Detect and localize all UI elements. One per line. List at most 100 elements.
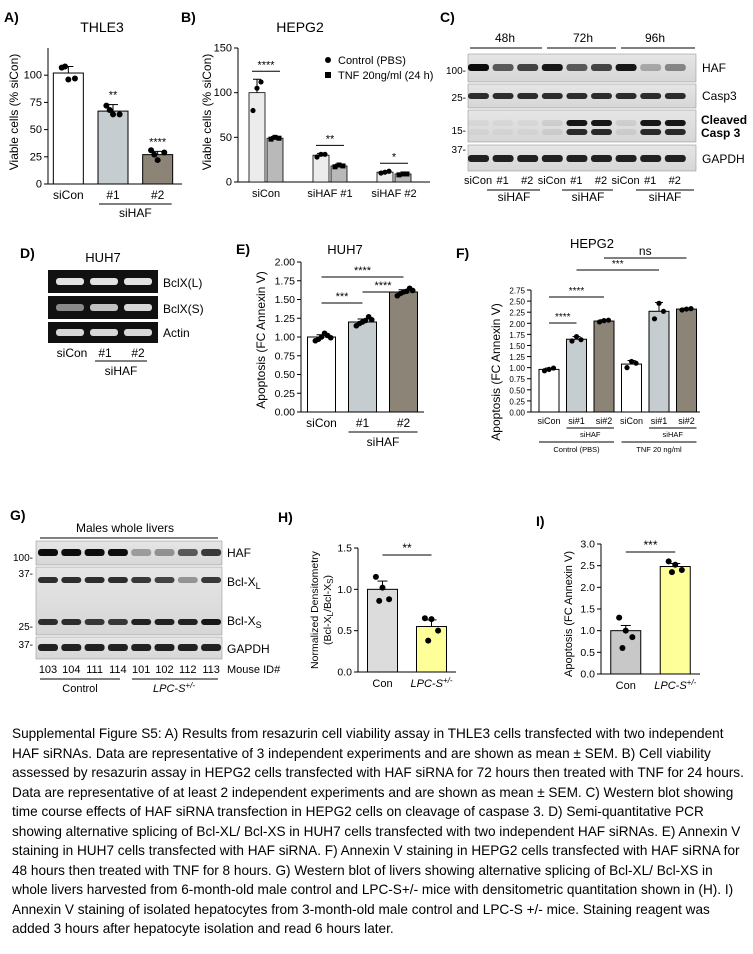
chart-b-ytick-label: 0 bbox=[226, 177, 232, 189]
blot-g-band-gapdh bbox=[177, 644, 198, 651]
chart-b-data-point bbox=[336, 162, 342, 168]
blot-c-band-cleaved-upper bbox=[517, 120, 539, 126]
chart-b-data-point bbox=[322, 151, 328, 157]
chart-h-category-label: LPC-S+/- bbox=[411, 676, 453, 690]
chart-a-category-label: #2 bbox=[151, 188, 165, 202]
blot-g-label-gapdh: GAPDH bbox=[227, 642, 270, 656]
blot-c-band-cleaved-lower bbox=[615, 129, 637, 135]
gel-d-lane-2: #2 bbox=[131, 346, 145, 360]
chart-b-data-point bbox=[268, 136, 274, 142]
blot-g-mouse-id: 101 bbox=[132, 664, 150, 676]
chart-e-ytick-label: 2.00 bbox=[275, 257, 296, 269]
panel-h-ylabel: Normalized Densitometry bbox=[309, 550, 321, 669]
chart-a-ytick-label: 0 bbox=[36, 179, 42, 191]
blot-c-lane-label: #1 bbox=[644, 175, 656, 187]
gel-d-band-bclxl bbox=[124, 278, 152, 285]
chart-f-bar bbox=[566, 338, 587, 413]
chart-f-data-point bbox=[660, 308, 667, 314]
blot-c-band-haf bbox=[566, 64, 588, 71]
blot-c-label-casp3: Casp3 bbox=[702, 89, 737, 103]
blot-g-band-gapdh bbox=[154, 644, 175, 651]
chart-e-significance: **** bbox=[354, 265, 372, 277]
blot-c-lane-label: siCon bbox=[612, 175, 640, 187]
blot-c-band-gapdh bbox=[615, 155, 637, 162]
chart-a-bar bbox=[52, 72, 84, 185]
chart-f-data-point bbox=[656, 300, 662, 306]
chart-e-bar bbox=[307, 336, 336, 413]
gel-d-label-bclxl: BclX(L) bbox=[163, 276, 202, 290]
blot-c-band-gapdh bbox=[591, 155, 612, 162]
blot-g-mouse-id: 111 bbox=[86, 664, 103, 676]
panel-a-ylabel: Viable cells (% siCon) bbox=[7, 54, 21, 171]
chart-b-legend-marker-tnf bbox=[325, 72, 331, 78]
chart-f-significance: ns bbox=[639, 244, 652, 258]
blot-g-label-haf: HAF bbox=[227, 546, 251, 560]
panel-f-title: HEPG2 bbox=[570, 236, 614, 251]
blot-g-bands bbox=[38, 549, 222, 651]
chart-a-data-point bbox=[71, 75, 78, 82]
blot-g-mouse-id-label: Mouse ID# bbox=[227, 664, 281, 676]
blot-c-band-haf bbox=[492, 64, 514, 71]
chart-b-category-label: siHAF #1 bbox=[307, 188, 352, 200]
chart-f-data-point bbox=[550, 365, 557, 371]
chart-a-ytick-label: 50 bbox=[30, 124, 42, 136]
blot-c-band-cleaved-lower bbox=[566, 129, 588, 135]
chart-h-ytick-label: 0.5 bbox=[337, 625, 352, 637]
chart-i-data-point bbox=[678, 567, 685, 573]
blot-g-band-bclxl bbox=[61, 577, 82, 583]
chart-h-ytick-label: 1.0 bbox=[337, 584, 352, 596]
blot-c-time-48h: 48h bbox=[495, 31, 515, 45]
figure-panels: A) THLE3 Viable cells (% siCon) 0 25 50 75 1… bbox=[4, 9, 747, 695]
panel-b-chart: 0 50 100 150 siCon **** siHAF #1 ** siHAF #2 * Con… bbox=[214, 43, 434, 201]
panel-h-chart: 0.0 0.5 1.0 1.5 Con LPC-S+/- ** bbox=[337, 541, 456, 690]
chart-i-ytick-label: 0.0 bbox=[580, 669, 595, 681]
chart-a-ytick-label: 100 bbox=[24, 70, 42, 82]
gel-d-label-actin: Actin bbox=[163, 326, 190, 340]
blot-c-band-cleaved-lower bbox=[664, 129, 686, 135]
panel-e-title: HUH7 bbox=[327, 242, 362, 257]
blot-c-band-casp3 bbox=[591, 93, 612, 99]
chart-i-ytick-label: 0.5 bbox=[580, 647, 595, 659]
chart-a-data-point bbox=[151, 151, 158, 158]
panel-f: F) HEPG2 Apoptosis (FC Annexin V) 0.000.… bbox=[456, 236, 700, 454]
blot-c-bands bbox=[468, 64, 686, 162]
chart-e-data-point bbox=[368, 316, 375, 323]
chart-b-data-point bbox=[396, 172, 402, 178]
chart-f-data-point bbox=[578, 337, 584, 343]
blot-c-band-cleaved-lower bbox=[468, 129, 489, 135]
chart-f-data-point bbox=[541, 368, 548, 374]
chart-i-category-label: Con bbox=[616, 680, 636, 692]
chart-b-ytick-label: 150 bbox=[214, 43, 232, 55]
blot-g-band-gapdh bbox=[201, 644, 222, 651]
panel-h-letter: H) bbox=[278, 509, 293, 525]
chart-a-ytick-label: 75 bbox=[30, 97, 42, 109]
chart-a-significance: ** bbox=[109, 90, 118, 102]
blot-g-band-bclxs bbox=[201, 619, 222, 625]
chart-i-data-point bbox=[672, 561, 679, 568]
blot-c-band-casp3 bbox=[517, 93, 539, 99]
gel-d-label-bclxs: BclX(S) bbox=[163, 302, 204, 316]
panel-f-ylabel: Apoptosis (FC Annexin V) bbox=[489, 303, 503, 440]
chart-e-category-label: #1 bbox=[356, 416, 370, 430]
gel-d-band-actin bbox=[56, 329, 84, 336]
chart-f-significance: **** bbox=[555, 312, 571, 323]
chart-a-group-label: siHAF bbox=[119, 206, 152, 220]
chart-e-ytick-label: 0.00 bbox=[275, 407, 296, 419]
chart-f-ytick-label: 0.25 bbox=[509, 397, 525, 406]
chart-h-bar bbox=[367, 588, 398, 673]
blot-c-band-casp3 bbox=[468, 93, 489, 99]
blot-g-band-bclxl bbox=[38, 577, 58, 583]
chart-a-category-label: #1 bbox=[106, 188, 120, 202]
blot-c-band-casp3 bbox=[566, 93, 588, 99]
chart-f-subgroup-label: siHAF bbox=[663, 430, 684, 439]
chart-i-bar bbox=[610, 630, 642, 675]
chart-e-ytick-label: 0.75 bbox=[275, 350, 296, 362]
chart-e-significance: *** bbox=[336, 291, 350, 303]
blot-g-band-bclxl bbox=[84, 577, 105, 583]
chart-f-group-label: Control (PBS) bbox=[553, 445, 600, 454]
blot-c-lane-label: #1 bbox=[570, 175, 582, 187]
chart-b-data-point bbox=[382, 169, 388, 175]
blot-g-group-lpcs: LPC-S+/- bbox=[153, 681, 195, 695]
chart-f-data-point bbox=[628, 358, 635, 365]
gel-d-band-bclxs bbox=[124, 304, 152, 311]
